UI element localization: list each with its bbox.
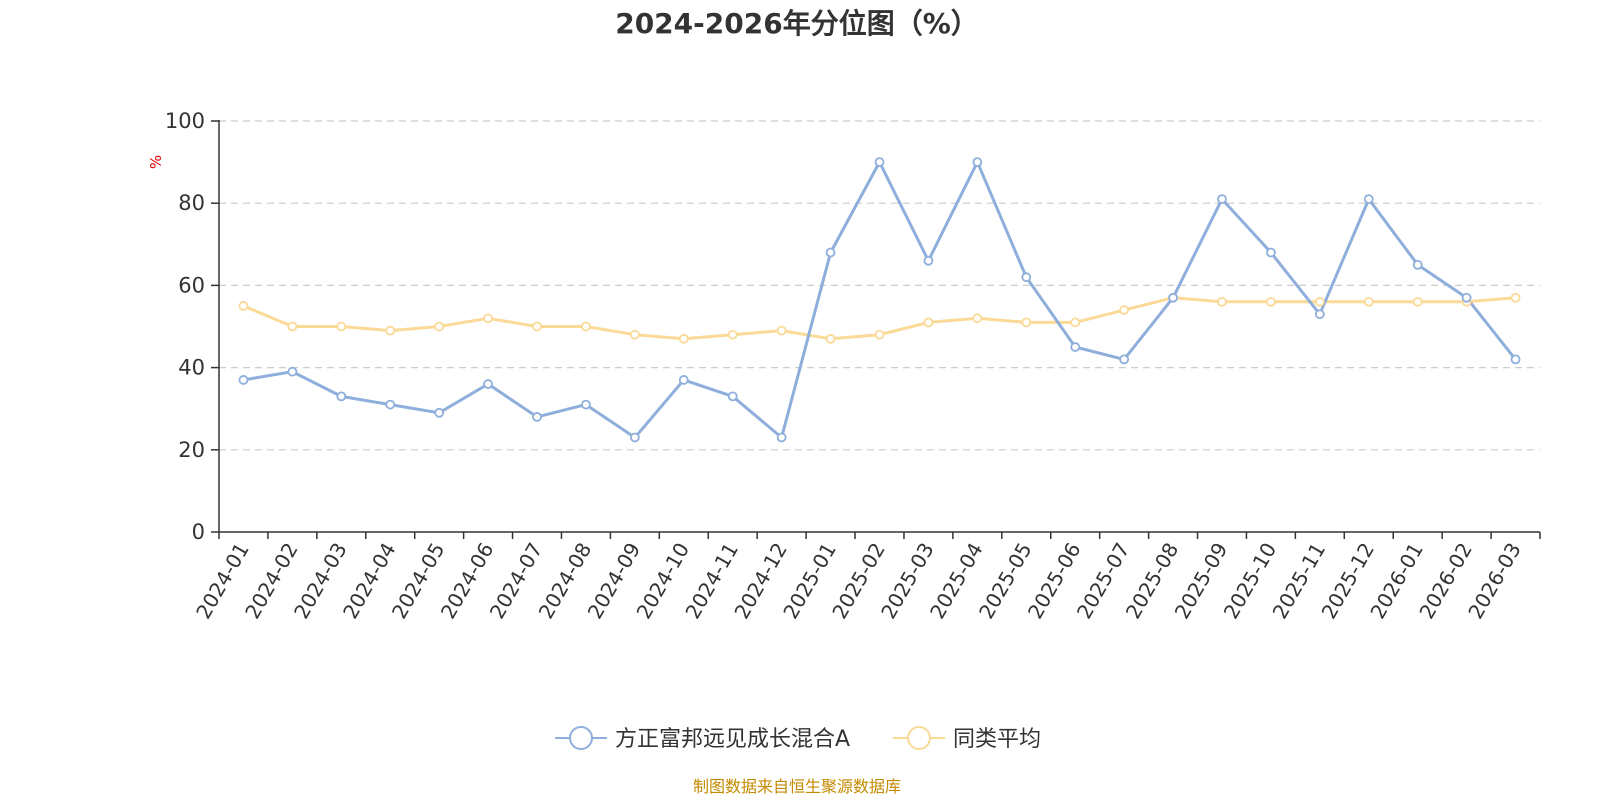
data-point — [776, 325, 787, 336]
data-point — [1461, 292, 1472, 303]
chart-title: 2024-2026年分位图（%） — [615, 7, 979, 40]
data-point — [776, 432, 787, 443]
data-point — [336, 321, 347, 332]
data-point — [483, 313, 493, 324]
data-point — [1021, 272, 1032, 283]
data-point — [1119, 354, 1130, 365]
data-point — [434, 321, 445, 332]
legend: 方正富邦远见成长混合A 同类平均 — [555, 726, 1041, 752]
data-point — [532, 321, 542, 332]
legend-swatch-marker — [569, 726, 593, 750]
data-point — [1510, 292, 1521, 303]
data-point — [825, 333, 836, 344]
data-point — [1363, 296, 1374, 307]
data-point — [238, 375, 249, 385]
data-point — [385, 325, 396, 336]
data-point — [1119, 305, 1130, 315]
data-point — [727, 329, 738, 340]
data-point — [581, 399, 591, 410]
data-point — [581, 321, 591, 332]
legend-label: 方正富邦远见成长混合A — [615, 727, 850, 752]
data-point — [483, 379, 493, 389]
data-point — [1217, 194, 1227, 204]
data-point — [972, 157, 983, 168]
data-point — [238, 301, 249, 311]
data-point — [1412, 259, 1423, 270]
data-point — [1070, 317, 1081, 328]
y-tick-label: 80 — [178, 191, 205, 215]
data-point — [972, 313, 983, 324]
data-point — [1168, 292, 1178, 303]
data-point — [1217, 296, 1227, 307]
data-point — [727, 391, 738, 402]
data-point — [287, 366, 298, 377]
data-point — [1510, 354, 1521, 365]
data-point — [434, 407, 445, 418]
data-point — [336, 391, 347, 402]
grid-lines — [219, 120, 1540, 451]
data-point — [923, 317, 934, 328]
data-point — [385, 399, 396, 410]
y-tick-label: 100 — [165, 109, 205, 133]
y-tick-label: 60 — [178, 273, 205, 297]
y-tick-label: 40 — [178, 356, 205, 380]
data-point — [1314, 296, 1325, 307]
data-point — [825, 247, 836, 258]
data-point — [1363, 194, 1374, 204]
data-point — [678, 375, 689, 385]
data-point — [1266, 247, 1276, 258]
y-tick-label: 20 — [178, 438, 205, 462]
data-point — [1070, 342, 1081, 352]
axes: 0204060801002024-012024-022024-032024-04… — [165, 109, 1541, 623]
data-point — [923, 255, 934, 266]
data-point — [1021, 317, 1032, 328]
y-axis-unit-label: % — [147, 155, 165, 169]
data-point — [532, 412, 542, 422]
series-lines — [238, 157, 1521, 443]
data-point — [874, 329, 885, 340]
data-point — [1314, 309, 1325, 320]
y-tick-label: 0 — [192, 520, 205, 544]
data-point — [629, 329, 640, 340]
data-point — [1266, 296, 1276, 307]
data-point — [874, 157, 885, 168]
data-point — [287, 321, 298, 332]
source-note: 制图数据来自恒生聚源数据库 — [693, 777, 901, 796]
legend-swatch-marker — [907, 726, 931, 750]
data-point — [678, 333, 689, 344]
legend-label: 同类平均 — [953, 727, 1041, 752]
data-point — [629, 432, 640, 443]
data-point — [1412, 296, 1423, 307]
